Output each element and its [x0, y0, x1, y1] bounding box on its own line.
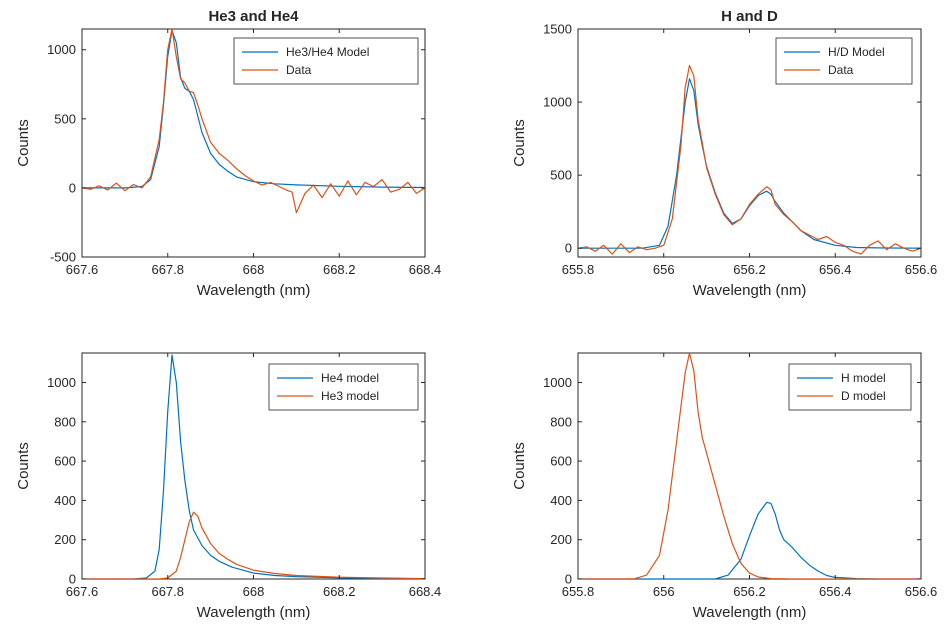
x-tick-label: 656 [653, 262, 675, 277]
x-axis-label: Wavelength (nm) [197, 282, 311, 299]
y-tick-label: 0 [565, 241, 572, 256]
x-tick-label: 656.2 [733, 262, 766, 277]
x-axis-label: Wavelength (nm) [693, 282, 807, 299]
x-tick-label: 656.4 [819, 584, 852, 599]
y-tick-label: 0 [565, 572, 572, 587]
y-tick-label: 200 [550, 532, 572, 547]
x-tick-label: 667.8 [151, 262, 184, 277]
legend-box [268, 363, 419, 411]
legend-label: He4 model [321, 371, 379, 385]
series-group [578, 64, 921, 255]
series-group [82, 29, 425, 214]
series-group [82, 354, 425, 579]
series-line-1 [82, 354, 425, 579]
series-line-2 [82, 511, 425, 579]
x-tick-label: 668 [243, 262, 265, 277]
legend-label: He3/He4 Model [286, 45, 369, 59]
legend-box [775, 37, 913, 85]
legend-label: H model [841, 371, 886, 385]
x-tick-label: 668.4 [409, 262, 442, 277]
x-tick-label: 668.4 [409, 584, 442, 599]
legend: H/D Model Data [775, 37, 913, 85]
y-tick-label: 400 [550, 493, 572, 508]
y-tick-label: 0 [69, 572, 76, 587]
y-axis-label: Counts [15, 442, 32, 490]
series-line-2 [578, 64, 921, 255]
series-line-2 [82, 29, 425, 214]
y-axis-label: Counts [15, 119, 32, 167]
chart-panel-4: 655.8 656 656.2 656.4 656.6 0 200 400 600 800 1000… [511, 352, 938, 621]
y-tick-label: 600 [54, 454, 76, 469]
y-tick-label: 0 [69, 180, 76, 195]
series-line-2 [578, 353, 921, 579]
x-tick-label: 656.6 [905, 584, 938, 599]
x-axis-label: Wavelength (nm) [197, 604, 311, 621]
chart-panel-2: 655.8 656 656.2 656.4 656.6 0 500 1000 1500 Wavel… [511, 8, 937, 299]
legend-box [233, 37, 419, 85]
x-tick-label: 656.6 [905, 262, 938, 277]
y-axis-label: Counts [511, 442, 528, 490]
y-tick-label: 500 [550, 168, 572, 183]
y-tick-label: 500 [54, 111, 76, 126]
legend-box [788, 363, 912, 411]
y-tick-label: -500 [50, 250, 76, 265]
x-tick-label: 655.8 [562, 584, 595, 599]
series-group [578, 353, 921, 579]
x-tick-label: 656 [653, 584, 675, 599]
y-tick-label: 1000 [47, 42, 76, 57]
x-tick-label: 668 [243, 584, 265, 599]
y-tick-label: 1500 [543, 22, 572, 37]
legend: He4 model He3 model [268, 363, 419, 411]
x-tick-label: 668.2 [323, 262, 356, 277]
y-axis-label: Counts [511, 119, 528, 167]
chart-title: He3 and He4 [208, 8, 299, 25]
y-tick-label: 1000 [543, 95, 572, 110]
series-line-1 [578, 501, 921, 579]
legend-label: D model [841, 389, 886, 403]
x-tick-label: 656.2 [733, 584, 766, 599]
chart-panel-1: 667.6 667.8 668 668.2 668.4 -500 0 500 1000 Wavel… [15, 8, 441, 299]
legend-label: H/D Model [828, 45, 885, 59]
y-tick-label: 800 [550, 414, 572, 429]
x-tick-label: 667.6 [66, 584, 99, 599]
x-tick-label: 667.6 [66, 262, 99, 277]
y-tick-label: 800 [54, 414, 76, 429]
legend-label: Data [286, 63, 312, 77]
y-tick-label: 600 [550, 454, 572, 469]
legend-label: He3 model [321, 389, 379, 403]
x-tick-label: 655.8 [562, 262, 595, 277]
chart-title: H and D [721, 8, 778, 25]
legend: He3/He4 Model Data [233, 37, 419, 85]
y-tick-label: 200 [54, 532, 76, 547]
x-axis-label: Wavelength (nm) [693, 604, 807, 621]
y-tick-label: 1000 [47, 375, 76, 390]
x-tick-label: 668.2 [323, 584, 356, 599]
legend-label: Data [828, 63, 854, 77]
x-tick-label: 656.4 [819, 262, 852, 277]
legend: H model D model [788, 363, 912, 411]
chart-panel-3: 667.6 667.8 668 668.2 668.4 0 200 400 600 800 1000… [15, 352, 442, 621]
x-tick-label: 667.8 [151, 584, 184, 599]
y-tick-label: 400 [54, 493, 76, 508]
y-tick-label: 1000 [543, 375, 572, 390]
